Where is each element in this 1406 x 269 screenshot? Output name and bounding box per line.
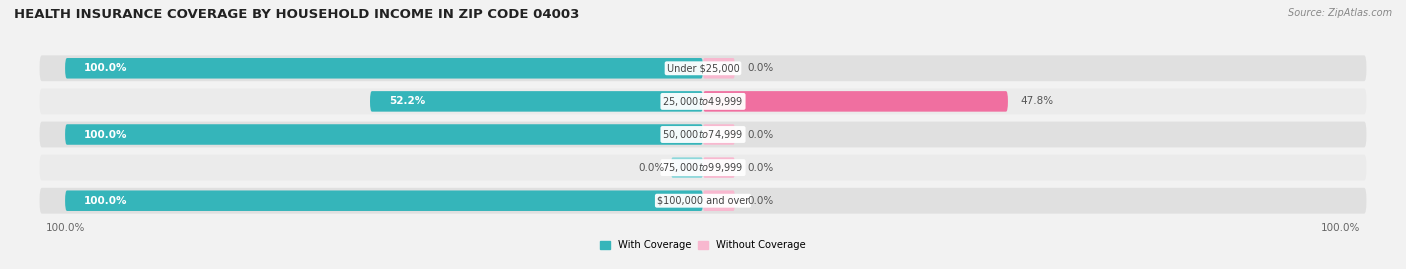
FancyBboxPatch shape [370,91,703,112]
Text: HEALTH INSURANCE COVERAGE BY HOUSEHOLD INCOME IN ZIP CODE 04003: HEALTH INSURANCE COVERAGE BY HOUSEHOLD I… [14,8,579,21]
Text: 100.0%: 100.0% [84,63,128,73]
Text: 52.2%: 52.2% [389,96,426,107]
Text: 0.0%: 0.0% [748,129,773,140]
FancyBboxPatch shape [39,89,1367,114]
FancyBboxPatch shape [65,124,703,145]
FancyBboxPatch shape [703,157,735,178]
FancyBboxPatch shape [703,190,735,211]
FancyBboxPatch shape [39,155,1367,180]
Legend: With Coverage, Without Coverage: With Coverage, Without Coverage [598,238,808,253]
Text: $100,000 and over: $100,000 and over [657,196,749,206]
Text: 0.0%: 0.0% [748,162,773,173]
Text: $75,000 to $99,999: $75,000 to $99,999 [662,161,744,174]
Text: 0.0%: 0.0% [748,196,773,206]
Text: Under $25,000: Under $25,000 [666,63,740,73]
Text: 0.0%: 0.0% [748,63,773,73]
FancyBboxPatch shape [39,188,1367,214]
Text: $50,000 to $74,999: $50,000 to $74,999 [662,128,744,141]
FancyBboxPatch shape [39,122,1367,147]
FancyBboxPatch shape [65,58,703,79]
Text: 100.0%: 100.0% [84,129,128,140]
FancyBboxPatch shape [703,124,735,145]
Text: 100.0%: 100.0% [84,196,128,206]
FancyBboxPatch shape [39,55,1367,81]
Text: 47.8%: 47.8% [1021,96,1054,107]
Text: 0.0%: 0.0% [638,162,665,173]
FancyBboxPatch shape [65,190,703,211]
Text: $25,000 to $49,999: $25,000 to $49,999 [662,95,744,108]
FancyBboxPatch shape [703,91,1008,112]
FancyBboxPatch shape [703,58,735,79]
FancyBboxPatch shape [671,157,703,178]
Text: Source: ZipAtlas.com: Source: ZipAtlas.com [1288,8,1392,18]
